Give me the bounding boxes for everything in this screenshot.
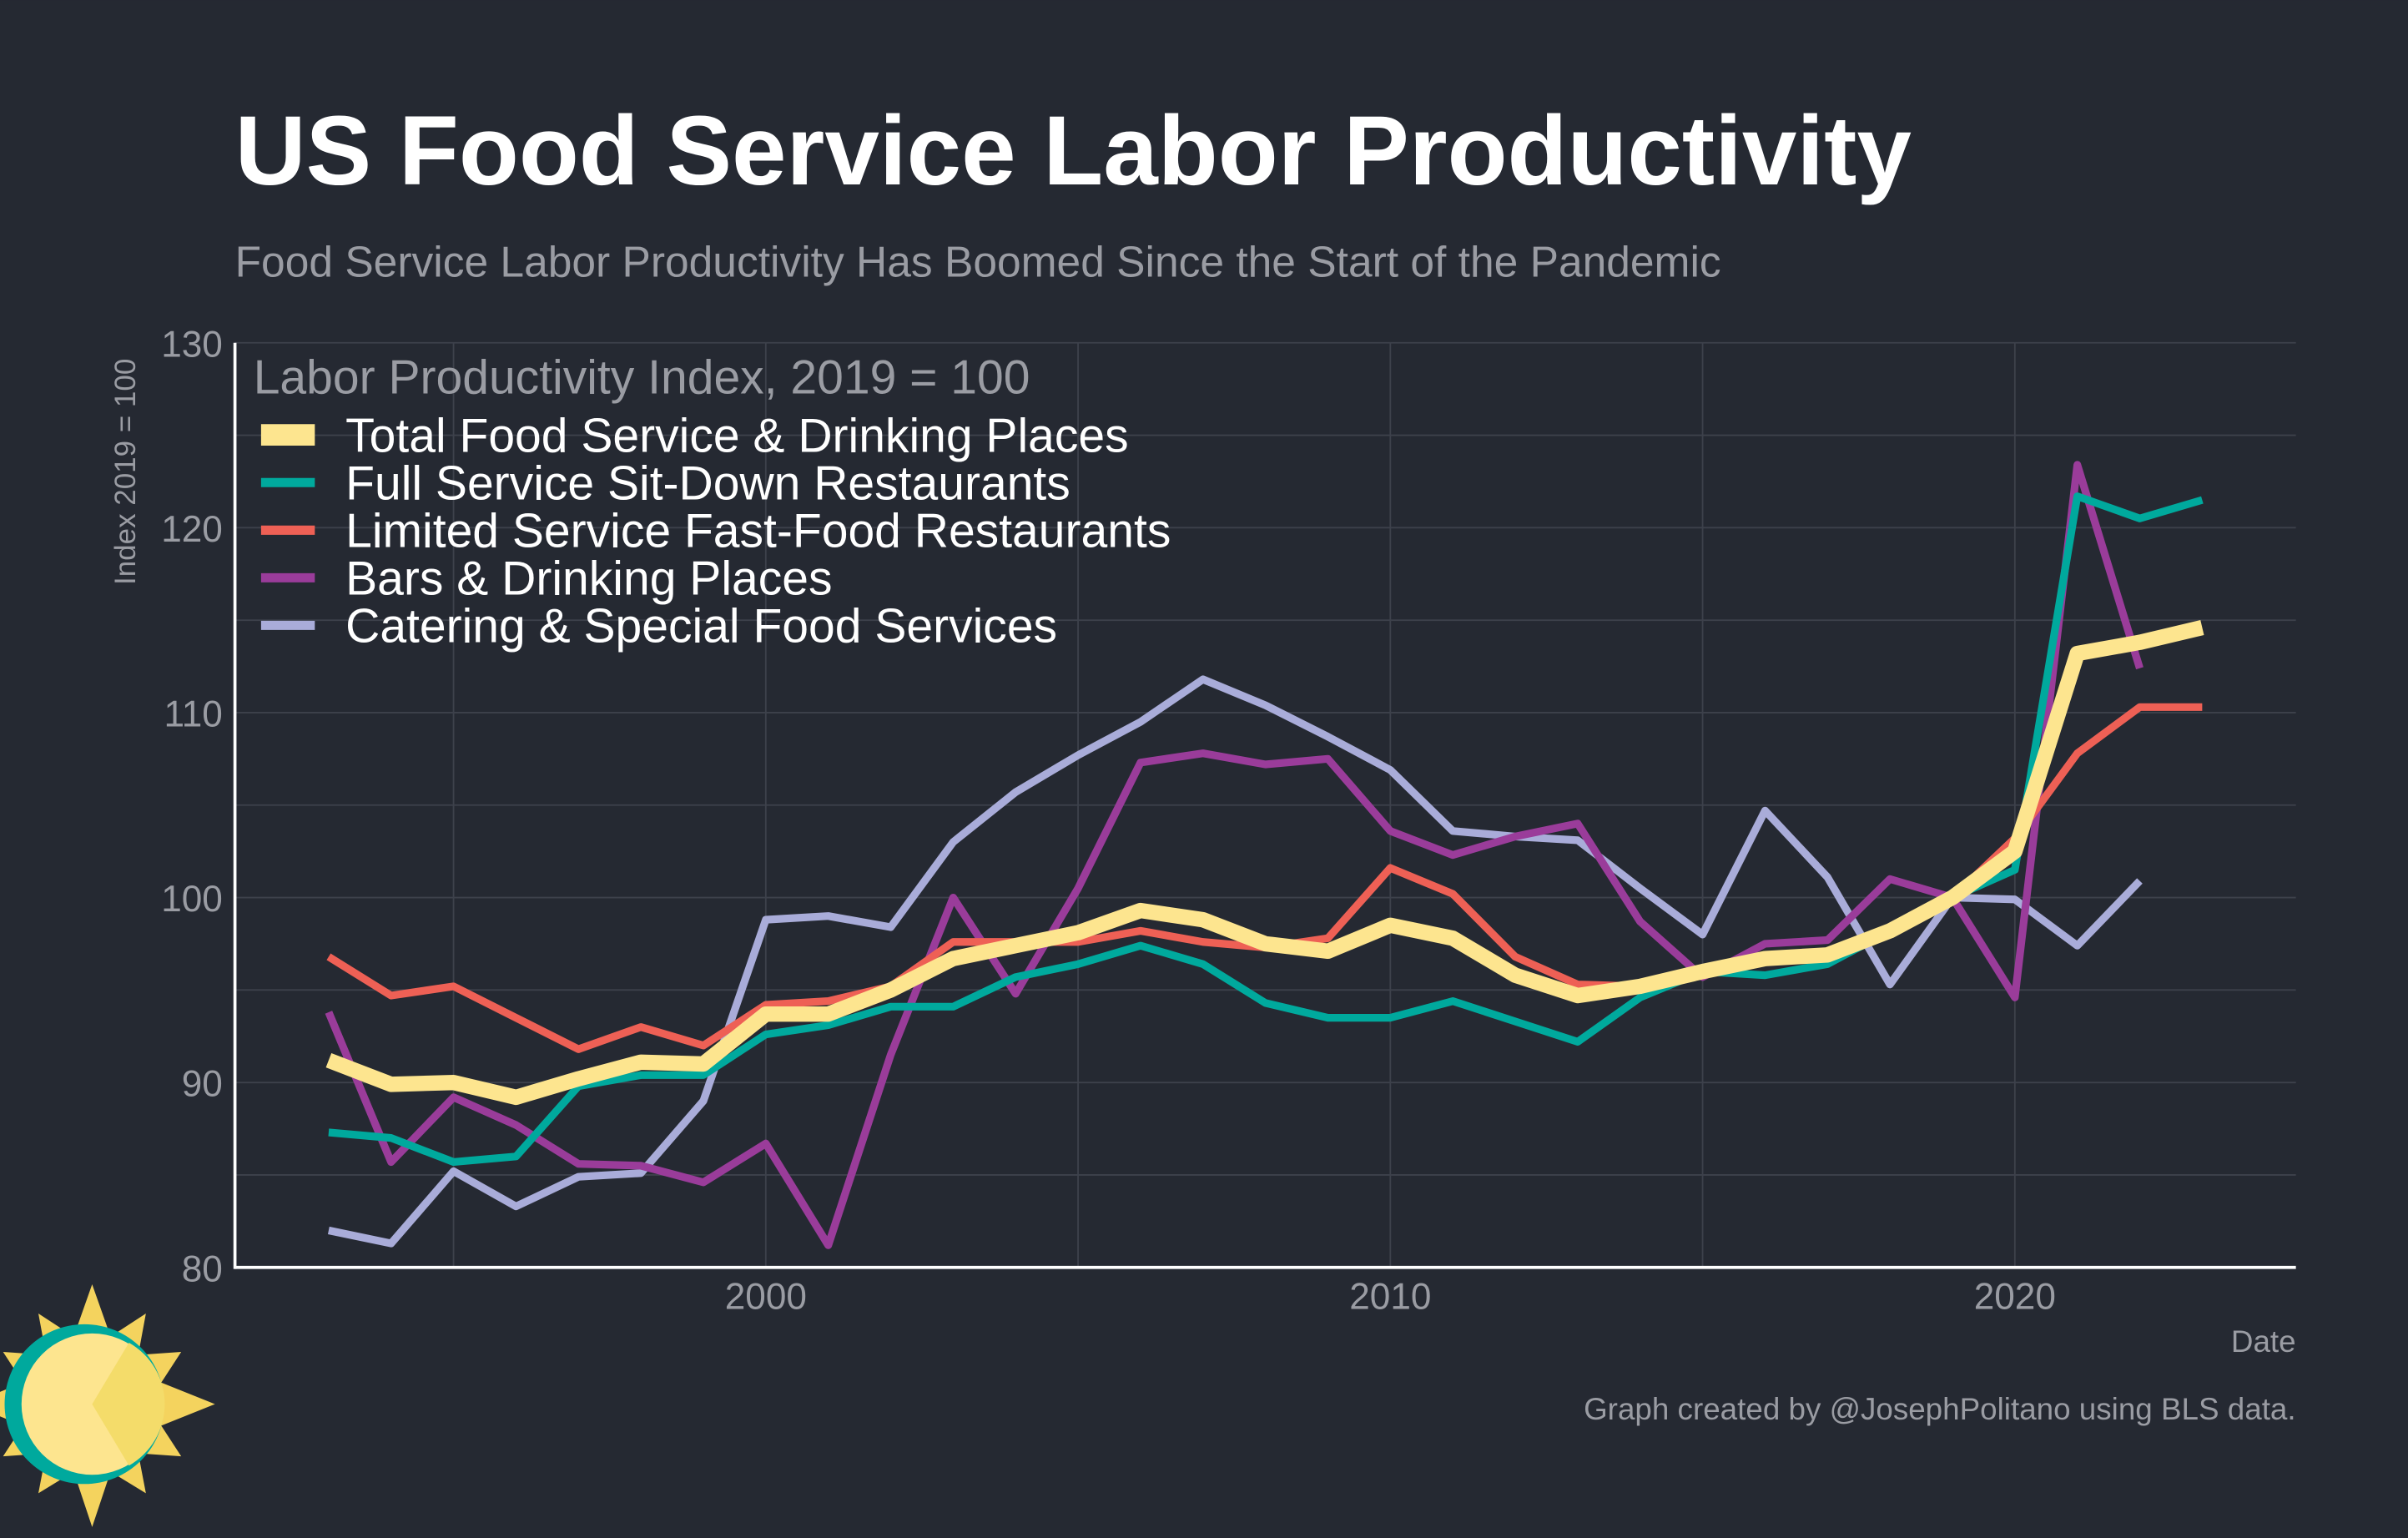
- chart-subtitle: Food Service Labor Productivity Has Boom…: [235, 238, 1721, 286]
- x-axis-label: Date: [2231, 1324, 2296, 1359]
- x-tick-label: 2020: [1974, 1276, 2056, 1317]
- legend-label: Full Service Sit-Down Restaurants: [345, 456, 1071, 510]
- credit: Graph created by @JosephPolitano using B…: [1584, 1392, 2296, 1426]
- series-line: [325, 461, 2144, 1249]
- x-tick-label: 2010: [1349, 1276, 1431, 1317]
- y-tick-label: 120: [161, 509, 223, 550]
- chart-title: US Food Service Labor Productivity: [235, 95, 1912, 205]
- legend-title: Labor Productivity Index, 2019 = 100: [254, 350, 1030, 404]
- y-tick-label: 130: [161, 324, 223, 365]
- y-tick-label: 110: [164, 694, 222, 735]
- logo: [0, 1284, 215, 1527]
- y-axis-label: Index 2019 = 100: [109, 359, 142, 585]
- legend-label: Bars & Drinking Places: [345, 552, 832, 606]
- series-line: [327, 675, 2143, 1248]
- legend-label: Limited Service Fast-Food Restaurants: [345, 505, 1171, 558]
- series-line: [325, 620, 2204, 1106]
- y-tick-label: 90: [182, 1064, 223, 1105]
- x-tick-label: 2000: [725, 1276, 807, 1317]
- y-tick-label: 100: [161, 879, 223, 920]
- legend-label: Catering & Special Food Services: [345, 600, 1057, 653]
- legend-label: Total Food Service & Drinking Places: [345, 409, 1129, 462]
- y-tick-label: 80: [182, 1248, 223, 1289]
